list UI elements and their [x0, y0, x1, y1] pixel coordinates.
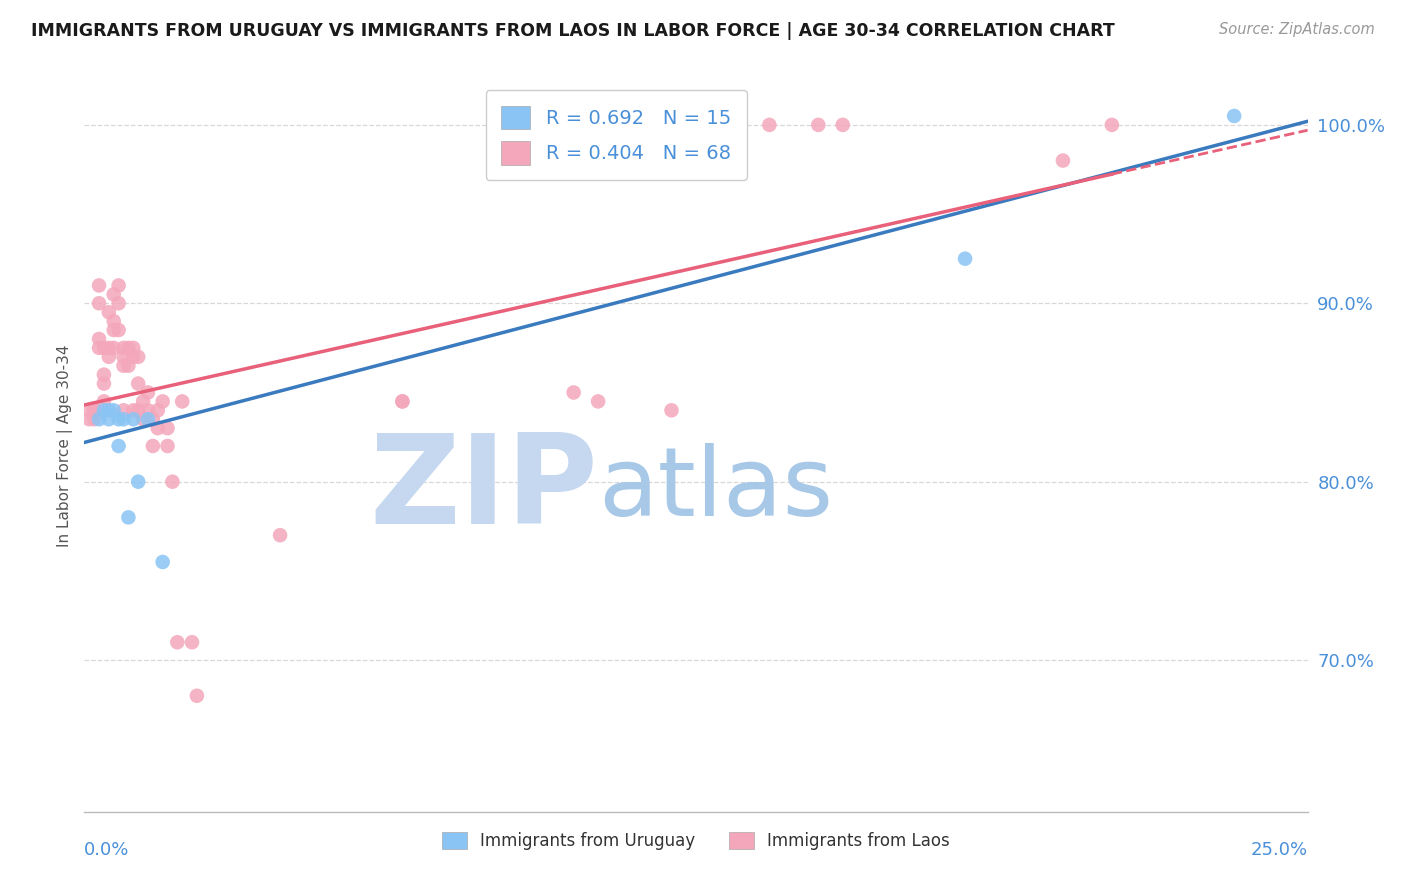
Point [136, 403, 159, 417]
Point [87, 278, 110, 293]
Point [83, 412, 105, 426]
Legend: Immigrants from Uruguay, Immigrants from Laos: Immigrants from Uruguay, Immigrants from… [433, 823, 959, 858]
Point [136, 412, 159, 426]
Point [132, 394, 155, 409]
Point [97, 305, 120, 319]
Point [103, 323, 125, 337]
Point [152, 394, 174, 409]
Point [97, 412, 120, 426]
Point [831, 118, 853, 132]
Point [107, 323, 129, 337]
Point [661, 403, 683, 417]
Point [122, 412, 145, 426]
Point [103, 314, 125, 328]
Text: atlas: atlas [598, 443, 834, 536]
Point [127, 376, 149, 391]
Point [953, 252, 976, 266]
Point [103, 403, 125, 417]
Point [758, 118, 780, 132]
Point [112, 341, 135, 355]
Point [117, 341, 139, 355]
Point [146, 403, 169, 417]
Point [112, 350, 135, 364]
Point [107, 412, 129, 426]
Point [152, 555, 174, 569]
Point [93, 368, 115, 382]
Point [127, 475, 149, 489]
Point [391, 394, 413, 409]
Point [269, 528, 291, 542]
Point [87, 341, 110, 355]
Point [1101, 118, 1123, 132]
Point [172, 394, 194, 409]
Point [97, 341, 120, 355]
Point [103, 341, 125, 355]
Point [87, 332, 110, 346]
Point [1052, 153, 1074, 168]
Point [181, 635, 204, 649]
Point [142, 439, 165, 453]
Point [122, 350, 145, 364]
Point [77, 403, 100, 417]
Point [1223, 109, 1246, 123]
Point [122, 341, 145, 355]
Point [807, 118, 830, 132]
Point [136, 385, 159, 400]
Point [127, 350, 149, 364]
Point [156, 439, 179, 453]
Point [166, 635, 188, 649]
Point [156, 421, 179, 435]
Point [391, 394, 413, 409]
Y-axis label: In Labor Force | Age 30-34: In Labor Force | Age 30-34 [58, 344, 73, 548]
Point [107, 278, 129, 293]
Text: Source: ZipAtlas.com: Source: ZipAtlas.com [1219, 22, 1375, 37]
Point [117, 359, 139, 373]
Text: ZIP: ZIP [370, 429, 598, 550]
Point [112, 412, 135, 426]
Point [162, 475, 184, 489]
Point [117, 510, 139, 524]
Point [83, 403, 105, 417]
Point [97, 350, 120, 364]
Point [132, 412, 155, 426]
Point [122, 403, 145, 417]
Point [93, 403, 115, 417]
Point [93, 341, 115, 355]
Point [112, 403, 135, 417]
Point [97, 403, 120, 417]
Text: 25.0%: 25.0% [1250, 841, 1308, 859]
Point [93, 376, 115, 391]
Point [103, 287, 125, 301]
Point [112, 359, 135, 373]
Point [146, 421, 169, 435]
Text: 0.0%: 0.0% [84, 841, 129, 859]
Point [142, 412, 165, 426]
Text: IMMIGRANTS FROM URUGUAY VS IMMIGRANTS FROM LAOS IN LABOR FORCE | AGE 30-34 CORRE: IMMIGRANTS FROM URUGUAY VS IMMIGRANTS FR… [31, 22, 1115, 40]
Point [93, 394, 115, 409]
Point [77, 412, 100, 426]
Point [87, 412, 110, 426]
Point [83, 403, 105, 417]
Point [107, 296, 129, 310]
Point [127, 403, 149, 417]
Point [562, 385, 585, 400]
Point [107, 439, 129, 453]
Point [586, 394, 609, 409]
Point [186, 689, 208, 703]
Point [87, 296, 110, 310]
